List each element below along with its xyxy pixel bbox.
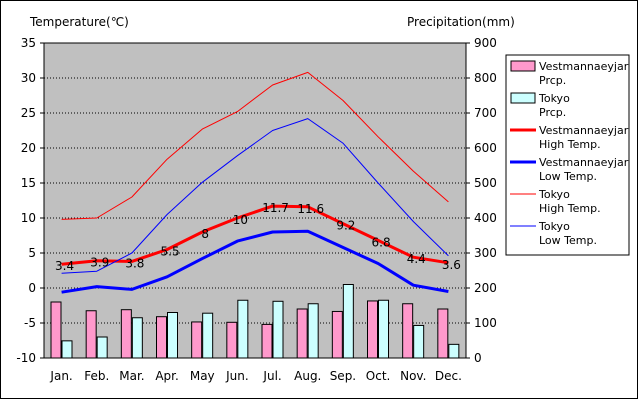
- data-label: 6.8: [372, 235, 391, 249]
- bar-vestmannaeyjar-prcp: [367, 300, 378, 359]
- data-label: 11.7: [262, 201, 289, 215]
- right-tick-label: 600: [474, 141, 497, 155]
- bar-vestmannaeyjar-prcp: [261, 323, 273, 359]
- bar-tokyo-prcp: [61, 340, 73, 359]
- right-axis-title: Precipitation(mm): [407, 15, 515, 29]
- data-label: 3.8: [125, 256, 144, 270]
- x-tick-label: Feb.: [84, 369, 109, 383]
- bar-tokyo-prcp: [131, 317, 143, 359]
- data-label: 9.2: [336, 219, 355, 233]
- legend: Vestmannaeyjar Prcp. Tokyo Prcp. Vestmannaey…: [505, 54, 630, 256]
- x-tick-label: Apr.: [155, 369, 178, 383]
- x-tick-label: Nov.: [400, 369, 426, 383]
- bar-vestmannaeyjar-prcp: [296, 308, 308, 359]
- legend-label: Vestmannaeyjar High Temp.: [539, 124, 629, 151]
- data-label: 4.4: [407, 252, 426, 266]
- right-tick-label: 400: [474, 211, 497, 225]
- x-tick-label: Sep.: [330, 369, 356, 383]
- data-label: 11.6: [297, 202, 324, 216]
- legend-box: [505, 54, 630, 256]
- data-label: 3.6: [442, 258, 461, 272]
- left-axis-title: Temperature(℃): [29, 15, 129, 29]
- x-tick-label: Jan.: [49, 369, 72, 383]
- left-tick-label: 10: [21, 211, 36, 225]
- right-tick-label: 500: [474, 176, 497, 190]
- data-label: 5.5: [161, 245, 180, 259]
- bar-tokyo-prcp: [378, 299, 389, 359]
- legend-label: Tokyo Prcp.: [538, 92, 570, 119]
- bar-tokyo-prcp: [272, 300, 284, 359]
- plot-border: [43, 42, 467, 359]
- x-tick-label: Jun.: [225, 369, 249, 383]
- right-tick-label: 700: [474, 106, 497, 120]
- bar-tokyo-prcp: [307, 303, 319, 359]
- right-tick-label: 100: [474, 316, 497, 330]
- data-label: 3.4: [55, 259, 74, 273]
- data-label: 8: [201, 227, 209, 241]
- left-tick-label: 20: [21, 141, 36, 155]
- bar-vestmannaeyjar-prcp: [120, 309, 132, 359]
- left-tick-label: 5: [28, 246, 36, 260]
- line-series-1: [61, 229, 449, 294]
- left-tick-label: -10: [16, 351, 36, 365]
- left-tick-label: -5: [24, 316, 36, 330]
- line-series-3: [61, 118, 449, 274]
- right-tick-label: 0: [474, 351, 482, 365]
- line-series-2: [61, 71, 449, 220]
- bar-tokyo-prcp: [202, 312, 214, 359]
- legend-label: Tokyo Low Temp.: [538, 220, 597, 247]
- x-tick-label: Aug.: [294, 369, 321, 383]
- bar-vestmannaeyjar-prcp: [331, 310, 343, 359]
- bar-tokyo-prcp: [448, 343, 460, 359]
- x-tick-label: Dec.: [435, 369, 462, 383]
- bar-vestmannaeyjar-prcp: [50, 301, 62, 359]
- legend-label: Vestmannaeyjar Low Temp.: [539, 156, 629, 183]
- legend-swatch-bar: [510, 92, 536, 104]
- plot-background: [44, 43, 466, 358]
- right-tick-label: 300: [474, 246, 497, 260]
- data-label: 3.9: [90, 256, 109, 270]
- bar-vestmannaeyjar-prcp: [156, 316, 167, 359]
- bar-tokyo-prcp: [96, 336, 108, 359]
- bar-tokyo-prcp: [342, 284, 354, 359]
- right-tick-label: 800: [474, 71, 497, 85]
- right-tick-label: 200: [474, 281, 497, 295]
- legend-label: Vestmannaeyjar Prcp.: [539, 60, 629, 87]
- bar-vestmannaeyjar-prcp: [402, 303, 414, 359]
- right-tick-label: 900: [474, 36, 497, 50]
- bar-vestmannaeyjar-prcp: [226, 321, 238, 359]
- legend-label: Tokyo High Temp.: [538, 188, 601, 215]
- bar-tokyo-prcp: [237, 299, 249, 359]
- bar-vestmannaeyjar-prcp: [191, 321, 203, 359]
- data-label: 10: [233, 213, 248, 227]
- bar-tokyo-prcp: [413, 324, 425, 359]
- left-tick-label: 30: [21, 71, 36, 85]
- left-tick-label: 35: [21, 36, 36, 50]
- bar-vestmannaeyjar-prcp: [85, 310, 97, 359]
- x-tick-label: Jul.: [262, 369, 281, 383]
- x-tick-label: Mar.: [119, 369, 144, 383]
- left-tick-label: 0: [28, 281, 36, 295]
- legend-swatch-bar: [510, 60, 536, 72]
- x-tick-label: Oct.: [366, 369, 391, 383]
- x-tick-label: May: [190, 369, 215, 383]
- plot-area: 35 900 30 800 25 700 20 600 15 500 10 400 5 300 0 200 -5…: [16, 36, 497, 383]
- left-tick-label: 25: [21, 106, 36, 120]
- bar-tokyo-prcp: [167, 312, 178, 359]
- bar-vestmannaeyjar-prcp: [437, 308, 449, 359]
- left-tick-label: 15: [21, 176, 36, 190]
- line-series-0: [61, 204, 449, 266]
